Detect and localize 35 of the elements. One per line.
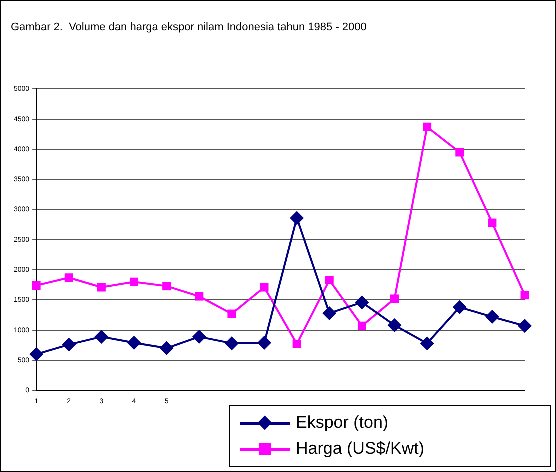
point [62,338,76,352]
chart-title: Gambar 2. Volume dan harga ekspor nilam Indonesia tahun 1985 - 2000 [11,22,367,34]
point [192,330,206,344]
point [130,278,138,286]
point [518,319,532,334]
point [485,310,500,324]
point [162,282,172,291]
point [94,330,109,344]
point [488,218,497,228]
point [160,341,174,356]
point [228,310,236,318]
point [127,336,142,350]
point [390,294,399,304]
point [195,292,204,301]
point [420,336,434,351]
point [355,296,370,310]
point [290,211,304,226]
point [97,283,106,292]
point [325,276,334,285]
point [292,340,302,348]
point [32,281,41,290]
point [520,291,530,300]
point [358,322,366,330]
legend-label: Ekspor (ton) [296,413,389,433]
point [423,122,432,132]
point [30,347,44,362]
point [456,148,464,157]
legend-label: Harga (US$/Kwt) [296,439,424,459]
point [388,318,402,332]
point [322,306,337,320]
point [260,283,269,292]
point [64,274,74,282]
point [258,336,272,350]
point [452,300,467,314]
point [224,336,239,351]
